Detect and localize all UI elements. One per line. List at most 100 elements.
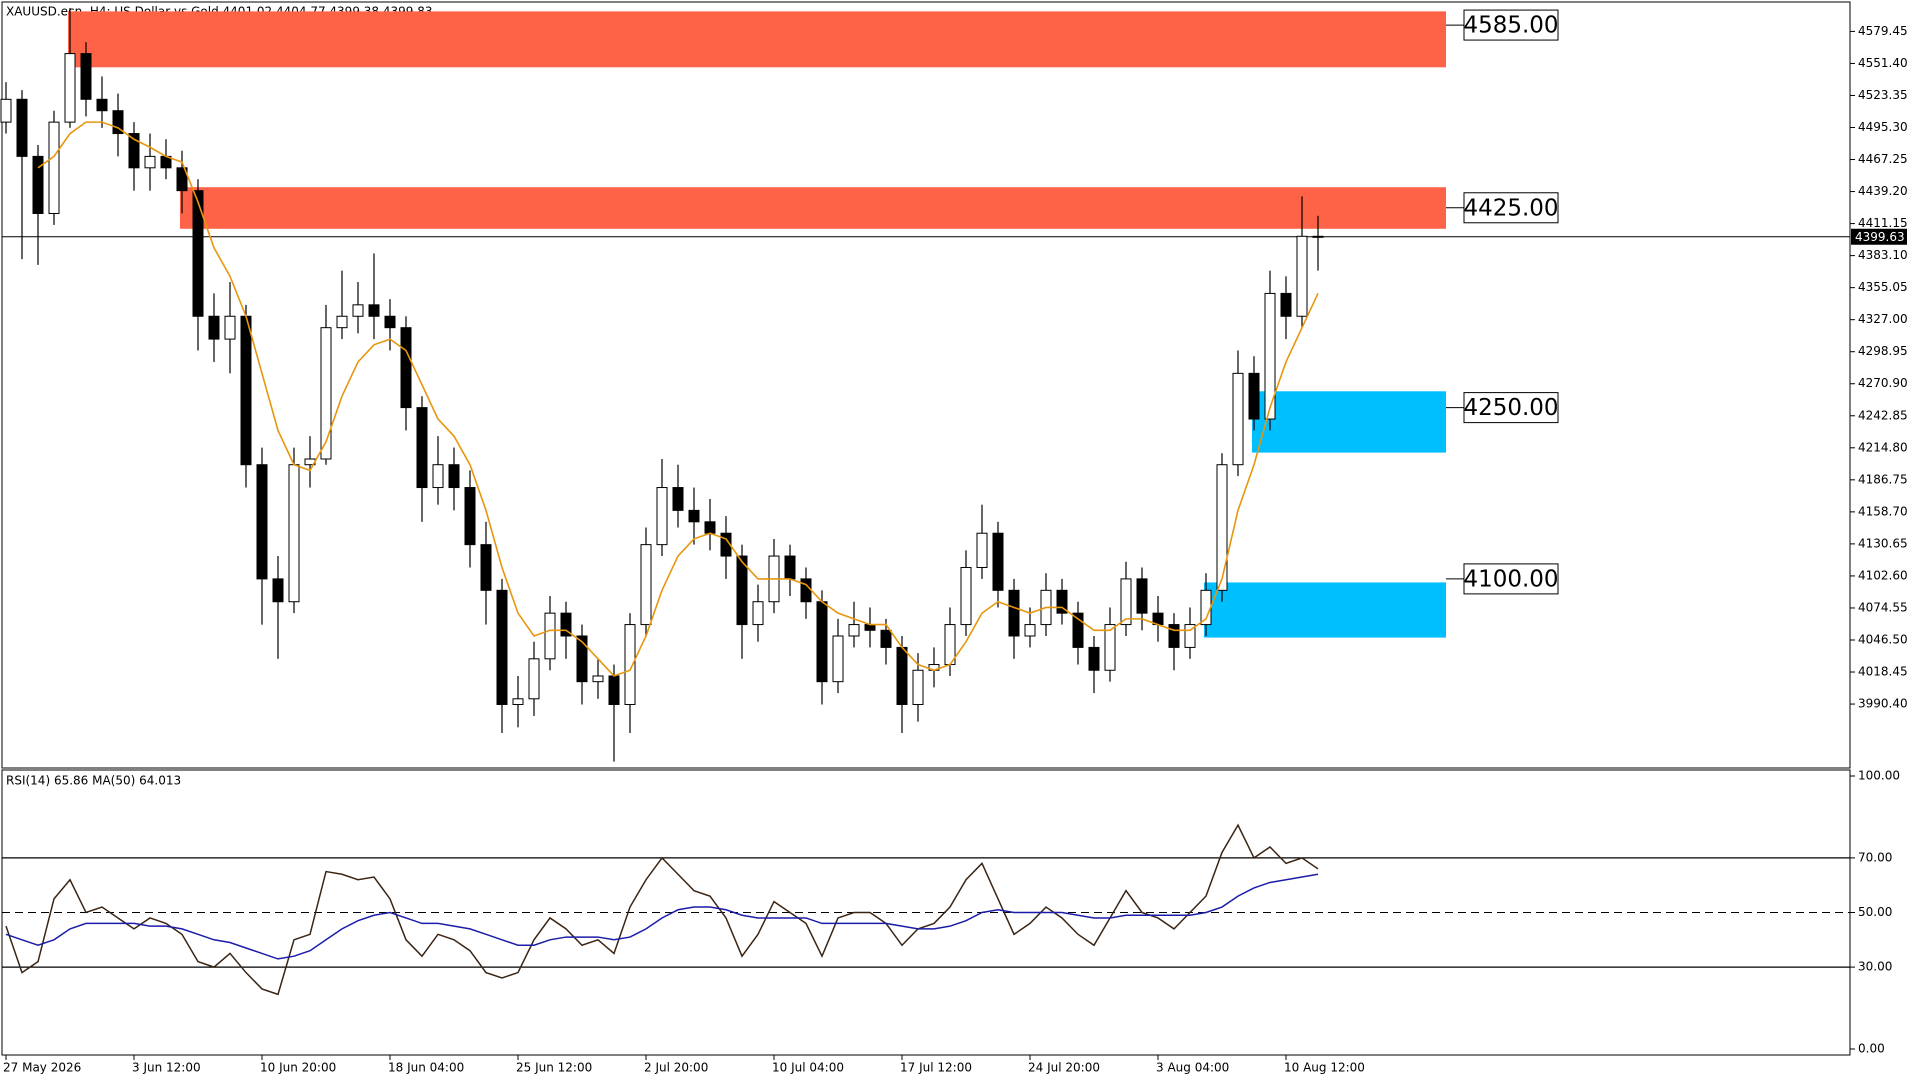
candle-body [864,624,876,631]
y-tick-label: 4467.25 [1858,152,1908,166]
y-tick-label: 4214.80 [1858,440,1908,454]
y-tick-label: 4242.85 [1858,408,1908,422]
candle-body [784,555,796,580]
candle-body [720,532,732,557]
x-tick-label: 3 Jun 12:00 [132,1061,201,1075]
candle-body [256,464,268,580]
candle-body [128,133,140,169]
price-pane [1,1,1851,769]
candle-body [208,315,220,340]
y-tick-label: 4355.05 [1858,280,1908,294]
y-tick-label: 100.00 [1858,769,1900,783]
candle-body [32,155,44,214]
candle-body [1104,624,1116,671]
current-price-box [1851,228,1907,245]
x-tick-label: 10 Jul 04:00 [772,1061,844,1075]
candle-body [0,98,12,123]
x-tick-label: 25 Jun 12:00 [516,1061,592,1075]
candle-body [1008,589,1020,637]
candle-body [16,98,28,157]
y-tick-label: 4018.45 [1858,665,1908,679]
candle-body [144,155,156,169]
candle-body [80,53,92,100]
candle-body [96,98,108,112]
zone-label: 4585.00 [1463,13,1558,39]
zone [68,11,1446,68]
y-tick-label: 4383.10 [1858,248,1908,262]
candle-body [1264,292,1276,420]
candle-body [576,635,588,683]
candle-body [448,464,460,489]
candle-body [224,315,236,340]
candle-body [176,167,188,192]
candle-body [608,675,620,706]
candle-body [400,327,412,409]
candle-body [1232,372,1244,466]
rsi-line [5,873,1319,960]
candle-body [1296,235,1308,317]
y-tick-label: 70.00 [1858,850,1892,864]
y-tick-label: 4046.50 [1858,632,1908,646]
current-price-label: 4399.63 [1855,230,1905,244]
candle-body [656,487,668,546]
candle-body [112,110,124,135]
candle-body [832,635,844,683]
candle-body [416,407,428,489]
candle-body [1088,646,1100,671]
y-tick-label: 4130.65 [1858,536,1908,550]
candle-body [480,544,492,591]
candle-body [992,532,1004,591]
zone [180,187,1446,229]
moving-average [37,121,1319,677]
y-tick-label: 4523.35 [1858,88,1908,102]
rsi-line [5,823,1319,996]
x-tick-label: 18 Jun 04:00 [388,1061,464,1075]
y-tick-label: 4495.30 [1858,120,1908,134]
y-tick-label: 4270.90 [1858,376,1908,390]
candle-body [1248,372,1260,420]
candle-body [1072,612,1084,648]
candle-body [368,304,380,317]
candle-body [1280,292,1292,317]
candle-body [896,646,908,706]
candle-body [688,509,700,523]
x-tick-label: 3 Aug 04:00 [1156,1061,1229,1075]
y-tick-label: 3990.40 [1858,697,1908,711]
candle-body [624,624,636,706]
candle-body [1056,589,1068,614]
x-tick-label: 10 Aug 12:00 [1284,1061,1365,1075]
candle-body [752,601,764,626]
zone-label-box [1463,392,1559,424]
y-tick-label: 4158.70 [1858,504,1908,518]
y-tick-label: 4327.00 [1858,312,1908,326]
candle-body [1120,578,1132,626]
y-tick-label: 4186.75 [1858,472,1908,486]
candle-body [496,589,508,706]
candle-body [464,487,476,546]
zone [1252,391,1446,453]
candle-body [544,612,556,660]
x-tick-label: 2 Jul 20:00 [644,1061,708,1075]
y-tick-label: 30.00 [1858,960,1892,974]
candle-body [64,53,76,123]
candle-body [1136,578,1148,614]
y-tick-label: 50.00 [1858,905,1892,919]
candle-body [816,601,828,683]
rsi-title: RSI(14) 65.86 MA(50) 64.013 [6,774,181,788]
candle-body [48,121,60,214]
zone-label: 4425.00 [1463,195,1558,221]
candle-body [288,464,300,603]
x-tick-label: 27 May 2026 [3,1061,81,1075]
candle-body [848,624,860,637]
candle-body [1184,624,1196,648]
y-tick-label: 4439.20 [1858,184,1908,198]
candle-body [320,327,332,460]
candle-body [880,629,892,648]
x-tick-label: 17 Jul 12:00 [900,1061,972,1075]
y-tick-label: 4579.45 [1858,24,1908,38]
candle-body [912,669,924,706]
y-tick-label: 4411.15 [1858,216,1908,230]
candle-body [432,464,444,489]
candle-body [272,578,284,603]
